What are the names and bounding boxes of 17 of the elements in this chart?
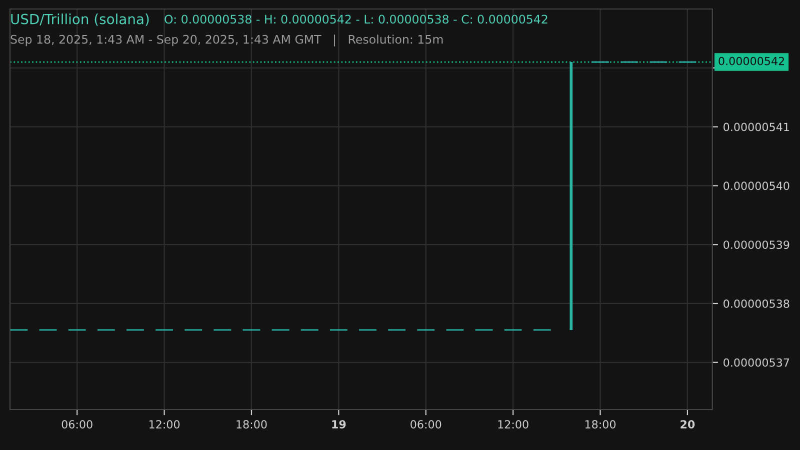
y-tick-label: 0.00000537 — [724, 358, 790, 367]
x-tick-label: 12:00 — [149, 420, 180, 429]
x-tick-label: 18:00 — [236, 420, 267, 429]
y-tick-label: 0.00000539 — [724, 240, 790, 249]
x-tick-label: 06:00 — [410, 420, 442, 429]
x-tick-label: 20 — [680, 420, 695, 429]
text: Sep 18, 2025, 1:43 AM - Sep 20, 2025, 1:43 AM GMT | Resolution: 15m — [10, 34, 443, 46]
x-tick-label: 19 — [332, 420, 346, 429]
y-tick-label: 0.00000540 — [724, 182, 790, 190]
annotation: O: 0.00000538 - H: 0.00000542 - L: 0.00000538 - C: 0.00000542 — [164, 14, 548, 24]
y-tick-label: 0.00000541 — [724, 122, 789, 132]
ref-line-label: 0.00000542 — [718, 56, 784, 66]
y-tick-label: 0.00000538 — [724, 299, 790, 308]
chart-title: USD/Trillion (solana) — [11, 14, 149, 26]
x-tick-label: 06:00 — [62, 420, 92, 429]
x-tick-label: 18:00 — [585, 420, 616, 429]
x-tick-label: 12:00 — [498, 420, 528, 429]
